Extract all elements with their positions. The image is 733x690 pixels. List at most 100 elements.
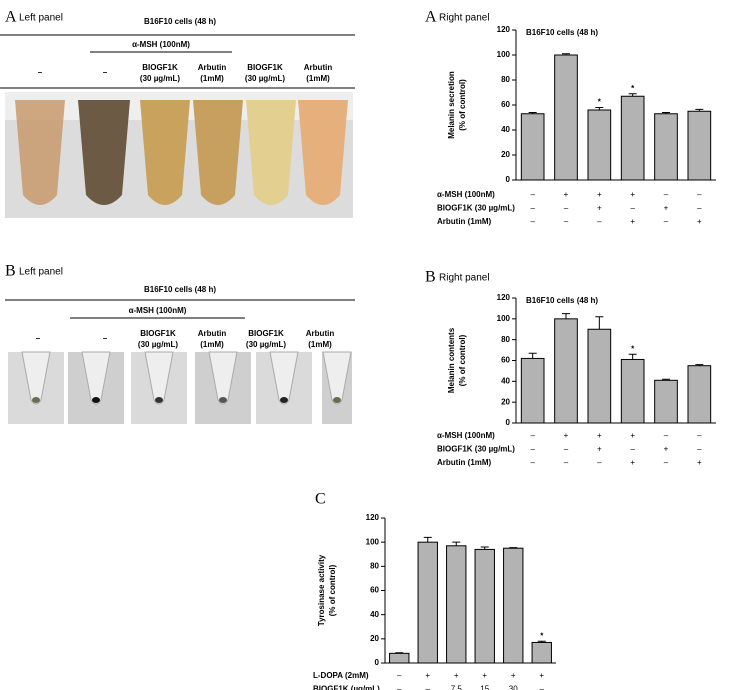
condition-value: – bbox=[664, 217, 669, 226]
error-bar bbox=[562, 313, 570, 319]
photo-b bbox=[8, 351, 352, 424]
bar bbox=[620, 95, 645, 181]
condition-value: – bbox=[426, 685, 431, 690]
tube bbox=[81, 351, 111, 405]
column-header: Arbutin bbox=[198, 329, 227, 338]
column-header: BIOGF1K bbox=[142, 63, 178, 72]
error-bar bbox=[395, 652, 404, 654]
panel-subtitle: Right panel bbox=[439, 13, 490, 24]
error-bar bbox=[452, 541, 461, 546]
bar bbox=[446, 545, 467, 664]
column-header: (30 µg/mL) bbox=[140, 74, 181, 83]
bar bbox=[654, 379, 678, 424]
pellet bbox=[92, 397, 100, 403]
condition-label: α-MSH (100nM) bbox=[437, 190, 495, 199]
panel-title: B16F10 cells (48 h) bbox=[144, 17, 216, 26]
bar bbox=[554, 318, 578, 424]
condition-value: + bbox=[597, 190, 602, 199]
column-header: (1mM) bbox=[200, 340, 224, 349]
y-tick-label: 100 bbox=[497, 50, 511, 59]
error-bar bbox=[628, 93, 637, 97]
bar bbox=[687, 365, 712, 424]
panel-subtitle: Left panel bbox=[19, 267, 63, 278]
condition-value: – bbox=[697, 190, 702, 199]
error-bar bbox=[695, 108, 704, 112]
column-header: – bbox=[103, 68, 108, 77]
condition-value: + bbox=[539, 671, 544, 680]
column-header: – bbox=[38, 68, 43, 77]
y-axis-label: Tyrosinase activity bbox=[317, 554, 326, 626]
panel-label: B bbox=[425, 269, 436, 286]
y-tick-label: 0 bbox=[506, 175, 511, 184]
condition-value: 7.5 bbox=[451, 685, 463, 690]
panel-title: B16F10 cells (48 h) bbox=[144, 285, 216, 294]
condition-value: + bbox=[664, 445, 669, 454]
condition-value: – bbox=[664, 190, 669, 199]
error-bar bbox=[537, 640, 546, 643]
error-bar bbox=[662, 378, 670, 381]
error-bar bbox=[628, 353, 637, 360]
bar bbox=[587, 109, 612, 181]
tube bbox=[193, 100, 243, 205]
y-tick-label: 120 bbox=[497, 293, 511, 302]
chart-title: B16F10 cells (48 h) bbox=[526, 28, 598, 37]
condition-label: L-DOPA (2mM) bbox=[313, 671, 369, 680]
condition-value: + bbox=[697, 217, 702, 226]
condition-value: – bbox=[540, 685, 545, 690]
condition-value: – bbox=[530, 445, 535, 454]
error-bar bbox=[662, 112, 670, 114]
condition-value: – bbox=[564, 204, 569, 213]
y-tick-label: 60 bbox=[370, 586, 379, 595]
condition-value: + bbox=[482, 671, 487, 680]
pellet bbox=[219, 397, 227, 403]
column-header: (1mM) bbox=[306, 74, 330, 83]
column-header: Arbutin bbox=[306, 329, 335, 338]
condition-label: Arbutin (1mM) bbox=[437, 458, 492, 467]
panel-label: A bbox=[5, 9, 17, 26]
column-header: – bbox=[36, 334, 41, 343]
condition-value: – bbox=[597, 217, 602, 226]
bar bbox=[620, 358, 645, 424]
pellet bbox=[32, 397, 40, 403]
column-header: (1mM) bbox=[200, 74, 224, 83]
condition-value: – bbox=[397, 671, 402, 680]
photo-a bbox=[5, 92, 353, 218]
condition-value: + bbox=[597, 431, 602, 440]
condition-label: BIOGF1K (µg/mL) bbox=[313, 685, 380, 690]
bar bbox=[531, 641, 552, 664]
y-tick-label: 40 bbox=[370, 610, 379, 619]
condition-value: + bbox=[425, 671, 430, 680]
y-tick-label: 80 bbox=[501, 75, 510, 84]
condition-value: – bbox=[530, 458, 535, 467]
y-tick-label: 80 bbox=[501, 335, 510, 344]
condition-value: – bbox=[564, 458, 569, 467]
column-header: BIOGF1K bbox=[248, 329, 284, 338]
condition-value: + bbox=[630, 217, 635, 226]
y-tick-label: 60 bbox=[501, 356, 510, 365]
y-axis-label: Melanin contents bbox=[447, 327, 456, 393]
bar bbox=[654, 113, 678, 181]
tube bbox=[140, 100, 190, 205]
panel-label: C bbox=[315, 491, 326, 508]
y-tick-label: 120 bbox=[497, 25, 511, 34]
bar bbox=[417, 541, 438, 664]
condition-value: – bbox=[530, 204, 535, 213]
condition-value: + bbox=[630, 458, 635, 467]
column-header: (30 µg/mL) bbox=[138, 340, 179, 349]
error-bar bbox=[695, 364, 704, 366]
condition-value: – bbox=[697, 445, 702, 454]
error-bar bbox=[528, 112, 537, 114]
group-label: α-MSH (100nM) bbox=[129, 306, 187, 315]
bar bbox=[520, 113, 545, 181]
y-axis-label: Melanin secretion bbox=[447, 71, 456, 139]
y-axis-label: (% of control) bbox=[458, 334, 467, 386]
condition-value: + bbox=[597, 445, 602, 454]
error-bar bbox=[562, 53, 570, 55]
y-tick-label: 80 bbox=[370, 561, 379, 570]
tube bbox=[298, 100, 348, 205]
condition-value: – bbox=[530, 190, 535, 199]
bar bbox=[554, 54, 578, 181]
bar bbox=[687, 110, 712, 181]
error-bar bbox=[528, 352, 537, 359]
